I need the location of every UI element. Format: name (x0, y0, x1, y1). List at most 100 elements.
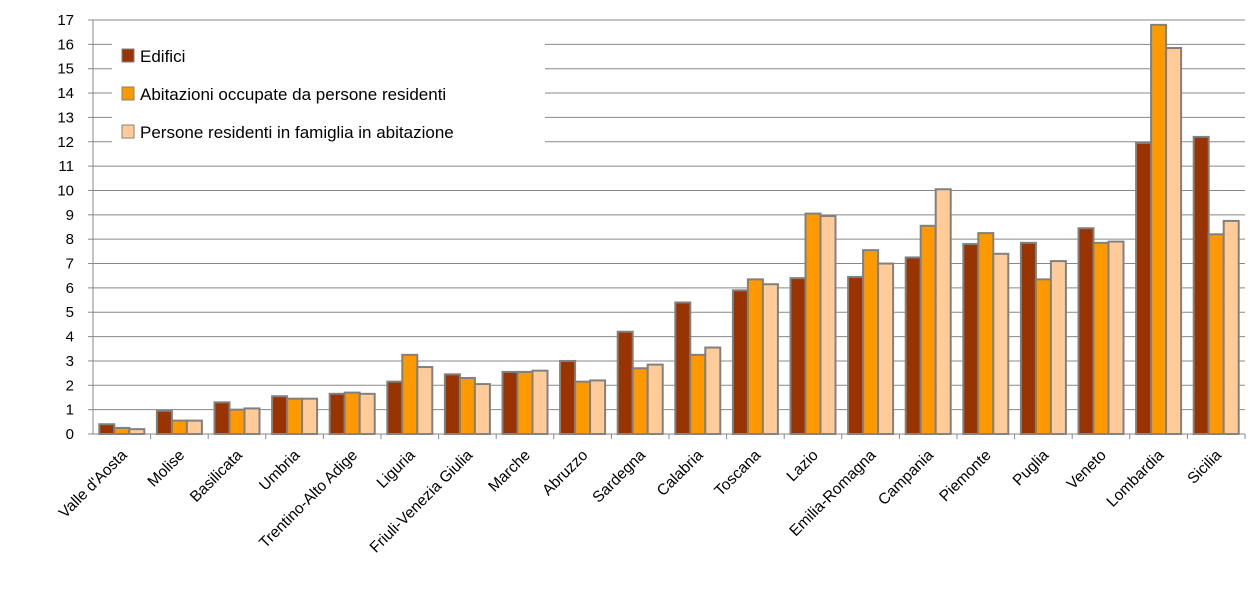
bar-1-1 (98, 423, 116, 435)
legend-swatch (121, 124, 135, 139)
y-tick-label: 2 (66, 377, 74, 394)
bar-1-6 (386, 380, 404, 435)
bar-3-8 (531, 369, 549, 435)
bar-2-15 (919, 224, 937, 435)
x-tick-label: Liguria (374, 447, 419, 492)
bar-3-4 (301, 397, 319, 435)
bar-2-5 (343, 391, 361, 436)
legend-background (112, 36, 545, 162)
bar-3-18 (1107, 240, 1125, 435)
bar-1-10 (616, 330, 634, 436)
bar-1-16 (962, 243, 980, 435)
bar-2-20 (1207, 233, 1225, 435)
y-tick-label: 15 (57, 61, 74, 78)
y-tick-label: 5 (66, 304, 74, 321)
bar-2-4 (286, 397, 304, 435)
x-tick-label: Calabria (654, 447, 707, 500)
bar-2-13 (804, 212, 822, 435)
bar-1-8 (501, 370, 519, 435)
x-tick-label: Veneto (1064, 447, 1110, 493)
bar-2-7 (458, 376, 476, 435)
bar-2-16 (977, 232, 995, 435)
bar-1-7 (443, 373, 461, 436)
legend-label: Persone residenti in famiglia in abitazi… (140, 123, 454, 142)
bar-2-2 (170, 419, 188, 436)
bar-1-18 (1077, 227, 1095, 435)
x-tick-label: Piemonte (936, 447, 994, 505)
y-tick-label: 4 (66, 329, 74, 346)
bar-3-9 (589, 379, 607, 435)
bar-2-19 (1150, 23, 1168, 436)
y-tick-label: 7 (66, 256, 74, 273)
bar-2-14 (862, 249, 880, 435)
bar-1-3 (213, 401, 231, 436)
x-tick-label: Lazio (784, 447, 822, 485)
bar-1-4 (271, 395, 289, 435)
x-tick-label: Molise (145, 447, 189, 491)
bar-1-13 (789, 277, 807, 435)
bar-3-6 (416, 366, 434, 436)
y-tick-label: 0 (66, 426, 74, 443)
legend-swatch (121, 48, 135, 63)
bar-2-18 (1092, 241, 1110, 435)
bar-1-20 (1192, 135, 1210, 436)
legend: Edifici Abitazioni occupate da persone re… (112, 36, 545, 162)
bar-3-13 (819, 215, 837, 435)
x-tick-label: Umbria (256, 447, 304, 495)
y-tick-label: 11 (58, 158, 74, 175)
x-tick-label: Trentino-Alto Adige (256, 447, 361, 552)
bar-1-9 (559, 359, 577, 435)
bar-2-6 (401, 353, 419, 435)
y-tick-label: 16 (57, 36, 74, 53)
legend-label: Abitazioni occupate da persone residenti (140, 85, 446, 104)
bar-1-19 (1135, 141, 1153, 435)
bar-2-9 (574, 380, 592, 435)
bar-2-17 (1034, 278, 1052, 435)
x-tick-label: Marche (485, 447, 534, 496)
y-tick-label: 10 (57, 182, 74, 199)
y-tick-label: 13 (57, 109, 74, 126)
x-tick-label: Basilicata (187, 447, 246, 506)
bar-3-16 (992, 252, 1010, 435)
legend-label: Edifici (140, 47, 185, 66)
x-tick-label: Abruzzo (539, 447, 591, 499)
bars (98, 23, 1240, 436)
bar-2-3 (228, 408, 246, 436)
bar-3-12 (761, 283, 779, 435)
bar-2-12 (746, 278, 764, 435)
x-tick-label: Valle d'Aosta (56, 447, 131, 522)
x-tick-label: Toscana (711, 447, 764, 500)
bar-3-11 (704, 346, 722, 435)
x-tick-label: Friuli-Venezia Giulia (367, 447, 477, 557)
bar-3-15 (934, 188, 952, 435)
legend-swatch (121, 86, 135, 101)
bar-3-20 (1222, 219, 1240, 435)
y-tick-label: 17 (57, 12, 74, 29)
y-tick-label: 12 (57, 134, 74, 151)
bar-3-2 (185, 419, 203, 436)
y-tick-label: 6 (66, 280, 74, 297)
x-tick-label: Puglia (1010, 447, 1053, 490)
bar-3-3 (243, 407, 261, 436)
y-tick-label: 1 (66, 402, 74, 419)
bar-3-7 (473, 383, 491, 436)
bar-1-2 (155, 409, 173, 436)
bar-2-10 (631, 367, 649, 436)
x-tick-label: Lombardia (1104, 447, 1168, 511)
bar-1-5 (328, 392, 346, 436)
bar-1-15 (904, 256, 922, 435)
x-tick-label: Sardegna (589, 447, 649, 507)
bar-2-1 (113, 426, 131, 436)
y-tick-label: 14 (57, 85, 74, 102)
bar-1-12 (731, 289, 749, 436)
bar-2-11 (689, 353, 707, 435)
bar-3-1 (128, 428, 146, 436)
y-tick-label: 9 (66, 207, 74, 224)
bar-3-17 (1049, 260, 1067, 435)
bar-3-14 (877, 262, 895, 435)
x-tick-label: Campania (875, 447, 937, 509)
bar-3-10 (646, 363, 664, 435)
